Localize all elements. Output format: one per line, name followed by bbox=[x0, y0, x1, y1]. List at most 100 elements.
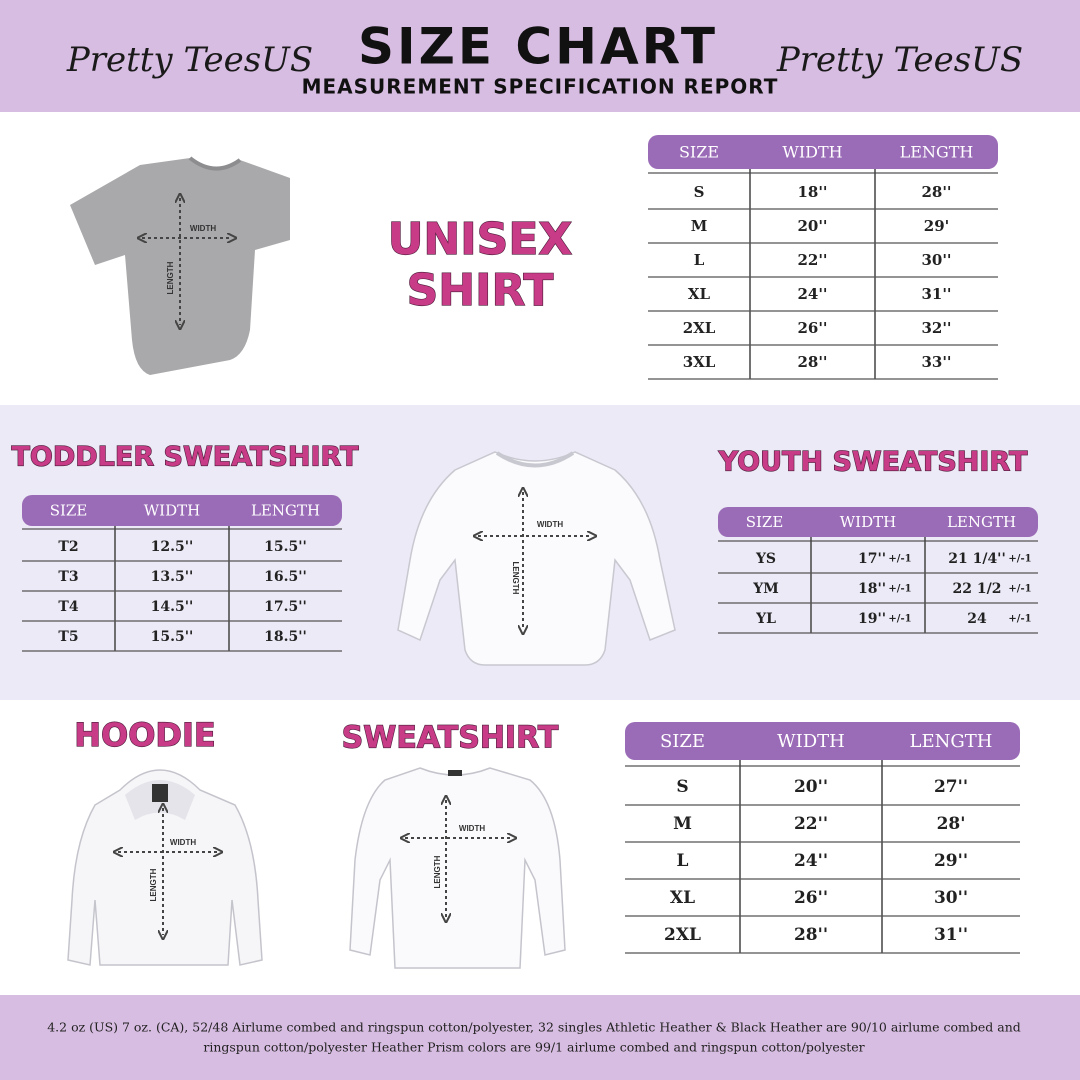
table-cell: 22 1/2 bbox=[953, 581, 1002, 597]
table-cell: 30'' bbox=[934, 888, 968, 908]
table-cell: 21 1/4'' bbox=[948, 551, 1006, 567]
unisex-title: UNISEX bbox=[388, 214, 573, 265]
column-header: WIDTH bbox=[840, 513, 896, 531]
unisex-title: SHIRT bbox=[407, 265, 554, 316]
width-label: WIDTH bbox=[190, 224, 216, 233]
table-cell: 20'' bbox=[797, 217, 827, 235]
table-cell: 24'' bbox=[794, 851, 828, 871]
footer-text: 4.2 oz (US) 7 oz. (CA), 52/48 Airlume co… bbox=[47, 1020, 1021, 1035]
table-cell: 29' bbox=[924, 217, 949, 235]
column-header: SIZE bbox=[50, 502, 88, 520]
table-cell: 20'' bbox=[794, 777, 828, 797]
footer-text: ringspun cotton/polyester Heather Prism … bbox=[203, 1040, 864, 1055]
table-cell: 2XL bbox=[664, 925, 701, 945]
column-header: WIDTH bbox=[144, 502, 200, 520]
table-cell: 12.5'' bbox=[151, 539, 194, 555]
table-cell: 28'' bbox=[797, 353, 827, 371]
table-cell: XL bbox=[670, 888, 695, 908]
table-cell: T3 bbox=[58, 569, 78, 585]
column-header: LENGTH bbox=[947, 513, 1016, 531]
tolerance: +/-1 bbox=[1008, 584, 1031, 595]
sweatshirt-illustration bbox=[349, 767, 566, 969]
table-cell: 24 bbox=[967, 611, 987, 627]
width-label: WIDTH bbox=[537, 520, 563, 529]
footer-band bbox=[0, 995, 1080, 1080]
table-cell: 28'' bbox=[921, 183, 951, 201]
table-cell: 18'' bbox=[858, 581, 886, 597]
hoodie-illustration bbox=[67, 769, 263, 966]
table-cell: 17'' bbox=[858, 551, 886, 567]
column-header: SIZE bbox=[660, 731, 705, 752]
table-cell: 17.5'' bbox=[264, 599, 307, 615]
table-cell: 26'' bbox=[797, 319, 827, 337]
table-cell: YS bbox=[755, 551, 776, 567]
tshirt-illustration bbox=[70, 156, 290, 375]
column-header: WIDTH bbox=[777, 731, 845, 752]
table-cell: S bbox=[694, 183, 705, 201]
tolerance: +/-1 bbox=[888, 554, 911, 565]
table-cell: 22'' bbox=[797, 251, 827, 269]
table-cell: L bbox=[694, 251, 705, 269]
table-cell: 3XL bbox=[683, 353, 716, 371]
brand-right: Pretty TeesUS bbox=[776, 40, 1023, 80]
table-cell: M bbox=[673, 814, 692, 834]
header-band bbox=[0, 0, 1080, 112]
tolerance: +/-1 bbox=[1008, 614, 1031, 625]
table-cell: 18'' bbox=[797, 183, 827, 201]
toddler-title: TODDLER SWEATSHIRT bbox=[11, 442, 359, 473]
table-cell: 24'' bbox=[797, 285, 827, 303]
table-cell: 19'' bbox=[858, 611, 886, 627]
table-cell: 28' bbox=[937, 814, 966, 834]
table-cell: 15.5'' bbox=[151, 629, 194, 645]
hoodie-title: HOODIE bbox=[74, 716, 216, 754]
column-header: LENGTH bbox=[251, 502, 320, 520]
column-header: SIZE bbox=[679, 143, 719, 162]
table-cell: 16.5'' bbox=[264, 569, 307, 585]
column-header: WIDTH bbox=[782, 143, 842, 162]
tolerance: +/-1 bbox=[888, 584, 911, 595]
table-cell: 30'' bbox=[921, 251, 951, 269]
subtitle: MEASUREMENT SPECIFICATION REPORT bbox=[302, 75, 779, 99]
table-cell: S bbox=[676, 777, 688, 797]
table-cell: 2XL bbox=[683, 319, 716, 337]
column-header: LENGTH bbox=[910, 731, 993, 752]
length-label: LENGTH bbox=[149, 868, 158, 901]
table-cell: T5 bbox=[58, 629, 78, 645]
title: SIZE CHART bbox=[358, 18, 718, 76]
column-header: LENGTH bbox=[900, 143, 974, 162]
brand-left: Pretty TeesUS bbox=[66, 40, 313, 80]
tolerance: +/-1 bbox=[1008, 554, 1031, 565]
kids-sweatshirt-illustration bbox=[397, 451, 676, 666]
table-cell: 33'' bbox=[921, 353, 951, 371]
table-cell: 15.5'' bbox=[264, 539, 307, 555]
table-cell: XL bbox=[688, 285, 711, 303]
youth-title: YOUTH SWEATSHIRT bbox=[718, 447, 1028, 478]
width-label: WIDTH bbox=[459, 824, 485, 833]
table-cell: 22'' bbox=[794, 814, 828, 834]
table-cell: 31'' bbox=[921, 285, 951, 303]
table-cell: 29'' bbox=[934, 851, 968, 871]
column-header: SIZE bbox=[746, 513, 784, 531]
table-cell: 14.5'' bbox=[151, 599, 194, 615]
table-cell: M bbox=[691, 217, 708, 235]
table-cell: L bbox=[677, 851, 689, 871]
table-cell: T4 bbox=[58, 599, 78, 615]
sweatshirt-title: SWEATSHIRT bbox=[342, 721, 559, 756]
table-cell: 28'' bbox=[794, 925, 828, 945]
width-label: WIDTH bbox=[170, 838, 196, 847]
table-cell: 18.5'' bbox=[264, 629, 307, 645]
table-header bbox=[718, 507, 1038, 537]
table-cell: YM bbox=[752, 581, 779, 597]
table-header bbox=[22, 495, 342, 526]
length-label: LENGTH bbox=[511, 562, 520, 595]
table-cell: 26'' bbox=[794, 888, 828, 908]
table-cell: 27'' bbox=[934, 777, 968, 797]
table-header bbox=[625, 722, 1020, 760]
table-cell: T2 bbox=[58, 539, 78, 555]
table-cell: 13.5'' bbox=[151, 569, 194, 585]
tolerance: +/-1 bbox=[888, 614, 911, 625]
table-cell: 32'' bbox=[921, 319, 951, 337]
length-label: LENGTH bbox=[166, 261, 175, 294]
length-label: LENGTH bbox=[433, 855, 442, 888]
